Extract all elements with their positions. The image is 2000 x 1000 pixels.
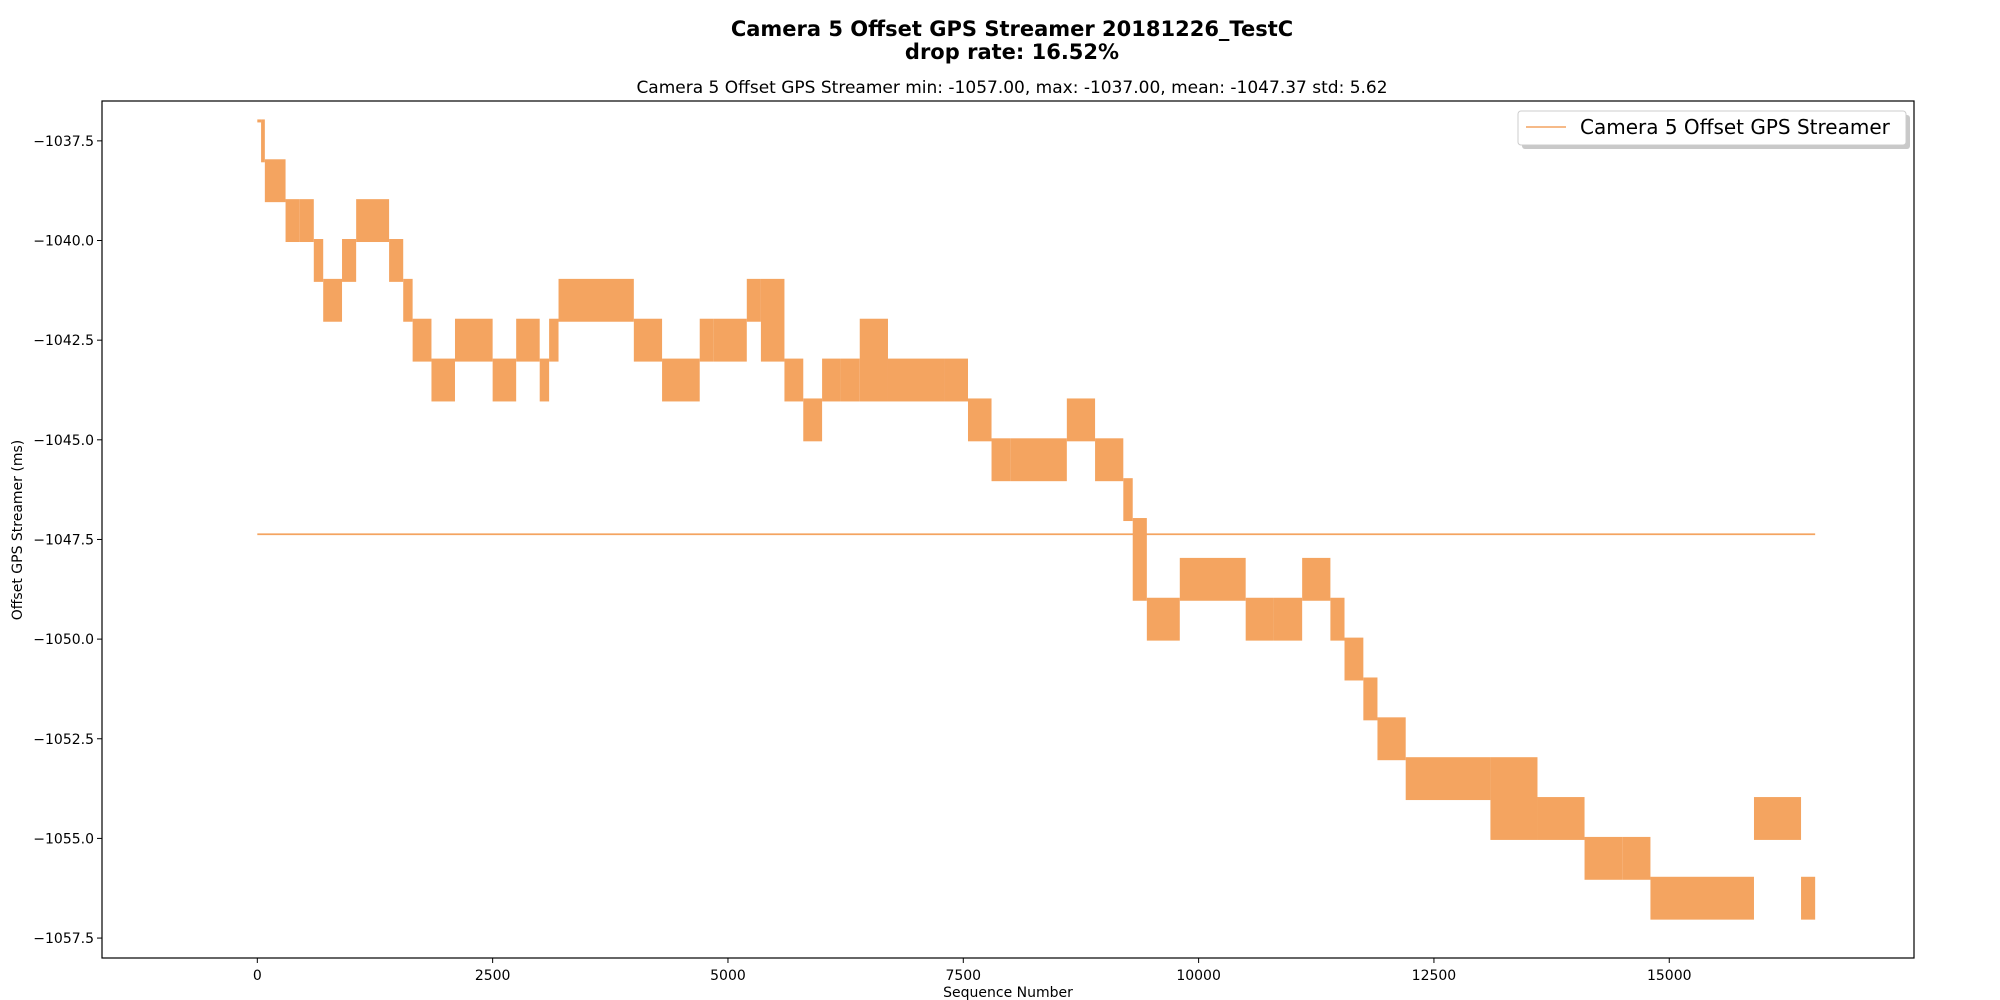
series-band (803, 398, 823, 442)
series-band (539, 358, 550, 402)
series-band (991, 438, 1011, 482)
series-band (1405, 757, 1491, 801)
x-tick-label: 7500 (945, 968, 981, 984)
series-band (558, 278, 634, 322)
figure-title-line1: Camera 5 Offset GPS Streamer 20181226_Te… (731, 17, 1293, 41)
series-band (1010, 438, 1049, 482)
series-band (1650, 876, 1754, 920)
series-band (1622, 836, 1651, 880)
series-band (1123, 478, 1133, 522)
y-tick-label: −1040.0 (33, 234, 94, 250)
y-tick-label: −1047.5 (33, 532, 94, 548)
series-band (403, 278, 413, 322)
series-band (431, 358, 455, 402)
series-band (1095, 438, 1124, 482)
series-band (323, 278, 343, 322)
series-band (1245, 597, 1274, 641)
series-band (1377, 717, 1406, 761)
series-band (1537, 797, 1585, 840)
x-axis: 0 2500 5000 7500 10000 12500 15000 (253, 958, 1692, 984)
series-band (633, 318, 663, 362)
series-band (1066, 398, 1096, 442)
y-tick-label: −1050.0 (33, 632, 94, 648)
x-tick-label: 12500 (1412, 968, 1457, 984)
data-layer (257, 119, 1816, 920)
series-band (760, 278, 785, 362)
x-tick-label: 2500 (475, 968, 511, 984)
legend-label: Camera 5 Offset GPS Streamer (1580, 115, 1891, 139)
legend: Camera 5 Offset GPS Streamer (1517, 110, 1910, 149)
series-band (516, 318, 540, 362)
y-axis: −1037.5 −1040.0 −1042.5 −1045.0 −1047.5 −1050… (33, 134, 102, 947)
series-band (264, 159, 286, 203)
series-band (944, 358, 968, 402)
series-band (299, 199, 314, 243)
series-band (1273, 597, 1303, 641)
series-band (967, 398, 992, 442)
x-axis-label: Sequence Number (943, 985, 1073, 1000)
x-tick-label: 0 (253, 968, 262, 984)
y-tick-label: −1045.0 (33, 433, 94, 449)
series-band (859, 318, 888, 402)
x-tick-label: 15000 (1647, 968, 1692, 984)
series-band (784, 358, 804, 402)
series-band (1302, 557, 1331, 601)
series-band (1048, 438, 1067, 482)
series-band (492, 358, 517, 402)
series-band (1132, 518, 1147, 601)
series-band (1146, 597, 1180, 641)
y-tick-label: −1055.0 (33, 831, 94, 847)
series-band (1330, 597, 1345, 641)
legend-box (1517, 110, 1907, 146)
x-tick-label: 5000 (710, 968, 746, 984)
series-band (1344, 637, 1364, 681)
series-band (887, 358, 945, 402)
series-band (389, 239, 404, 282)
series-band (746, 278, 761, 322)
y-tick-label: −1042.5 (33, 333, 94, 349)
series-band (1801, 876, 1816, 920)
series-band (1584, 836, 1623, 880)
series-band (261, 119, 265, 163)
series-band (1490, 757, 1538, 840)
series-band (662, 358, 700, 402)
series-band (713, 318, 747, 362)
series-band (1179, 557, 1246, 601)
chart-subtitle: Camera 5 Offset GPS Streamer min: -1057.… (636, 78, 1387, 98)
series-band (356, 199, 390, 243)
series-band (342, 239, 357, 282)
series-band (549, 318, 559, 362)
series-band (840, 358, 860, 402)
y-tick-label: −1057.5 (33, 931, 94, 947)
series-band (699, 318, 714, 362)
series-band (285, 199, 300, 243)
series-band (412, 318, 432, 362)
series-band (454, 318, 493, 362)
y-tick-label: −1037.5 (33, 134, 94, 150)
plot-frame (101, 100, 1915, 959)
figure-title-line2: drop rate: 16.52% (905, 40, 1119, 64)
y-axis-label: Offset GPS Streamer (ms) (10, 440, 26, 620)
series-band (313, 239, 324, 282)
series-band (822, 358, 841, 402)
series-band (1363, 677, 1378, 721)
series-band (257, 119, 262, 123)
x-tick-label: 10000 (1176, 968, 1221, 984)
y-tick-label: −1052.5 (33, 732, 94, 748)
series-band (1753, 797, 1802, 840)
